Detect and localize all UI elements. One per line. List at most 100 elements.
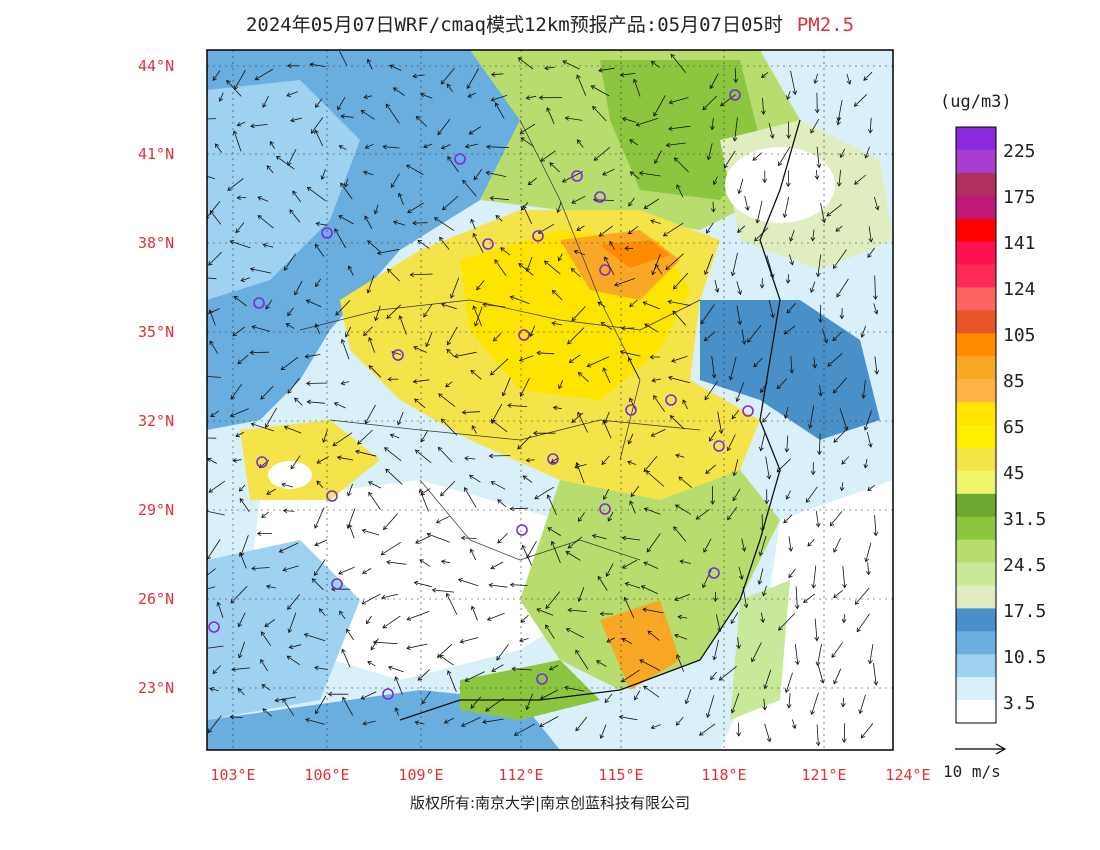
wind-arrow-head — [770, 313, 775, 319]
wind-arrow-head — [232, 457, 237, 463]
wind-arrow-head — [363, 331, 368, 337]
wind-arrow-head — [671, 358, 676, 363]
wind-arrow — [866, 432, 872, 448]
wind-arrow — [754, 227, 769, 242]
wind-arrow — [496, 644, 509, 661]
wind-arrow-head — [539, 695, 545, 700]
wind-arrow-head — [439, 654, 444, 660]
wind-arrow — [597, 301, 606, 308]
wind-arrow-head — [464, 143, 470, 149]
wind-arrow — [281, 356, 299, 371]
city-marker — [253, 297, 265, 309]
wind-arrow — [446, 593, 458, 615]
wind-arrow-head — [419, 559, 424, 564]
wind-arrow — [703, 538, 712, 553]
wind-arrow-head — [814, 109, 820, 114]
wind-arrow-head — [653, 395, 658, 400]
wind-arrow-head — [294, 397, 299, 403]
wind-arrow-head — [386, 559, 391, 565]
wind-arrow — [520, 137, 534, 147]
wind-arrow — [835, 225, 843, 232]
wind-arrow — [577, 412, 588, 433]
wind-arrow-head — [519, 129, 525, 134]
wind-arrow-head — [545, 624, 550, 630]
wind-arrow — [576, 462, 585, 484]
wind-arrow-head — [447, 670, 452, 675]
wind-arrow — [368, 492, 381, 510]
wind-arrow-head — [731, 414, 737, 420]
wind-arrow-head — [414, 398, 419, 403]
wind-arrow — [609, 241, 615, 250]
wind-arrow — [765, 456, 770, 479]
wind-arrow-head — [345, 332, 350, 338]
wind-arrow — [536, 608, 554, 616]
wind-arrow-head — [704, 395, 709, 401]
wind-arrow — [385, 468, 403, 485]
wind-arrow-head — [635, 122, 641, 127]
wind-arrow — [643, 198, 660, 209]
lat-label-44: 44°N — [138, 57, 175, 75]
wind-arrow-head — [469, 548, 475, 554]
wind-arrow-head — [762, 706, 768, 711]
wind-arrow-head — [623, 596, 629, 602]
wind-arrow — [410, 273, 433, 276]
city-marker — [665, 394, 677, 406]
wind-arrow — [317, 456, 329, 464]
wind-arrow — [778, 146, 791, 166]
wind-arrow — [382, 615, 401, 629]
city-marker — [518, 329, 530, 341]
wind-arrow-head — [464, 455, 469, 461]
wind-arrow — [348, 265, 354, 276]
wind-arrow-head — [873, 531, 879, 537]
lon-label-109: 109°E — [398, 766, 444, 784]
wind-arrow — [576, 74, 587, 96]
colorbar-swatch — [956, 700, 996, 724]
wind-arrow — [575, 716, 588, 732]
wind-arrow — [438, 393, 456, 407]
wind-arrow — [419, 559, 431, 567]
wind-arrow-head — [570, 267, 576, 273]
wind-arrow-head — [203, 575, 207, 579]
wind-arrow-head — [733, 78, 739, 84]
wind-arrow — [387, 268, 400, 282]
wind-arrow — [730, 611, 739, 624]
wind-arrow — [653, 395, 666, 412]
wind-arrow — [629, 139, 639, 146]
wind-arrow — [439, 236, 450, 250]
wind-arrow-head — [758, 551, 764, 557]
wind-arrow-head — [815, 661, 821, 667]
wind-arrow-head — [251, 325, 257, 330]
wind-arrow-head — [472, 305, 477, 311]
wind-arrow — [261, 511, 269, 518]
wind-arrow-head — [836, 117, 842, 122]
wind-arrow — [622, 638, 633, 645]
wind-arrow-head — [486, 616, 492, 621]
wind-arrow-head — [470, 605, 476, 611]
wind-arrow-head — [714, 288, 720, 293]
wind-arrow-head — [836, 120, 841, 126]
wind-arrow — [414, 398, 426, 409]
wind-arrow — [510, 296, 530, 304]
wind-arrow-head — [864, 557, 869, 563]
wind-arrow — [322, 429, 328, 443]
wind-arrow-head — [577, 411, 582, 417]
wind-arrow-head — [390, 183, 395, 188]
wind-arrow — [598, 67, 615, 72]
wind-arrow — [287, 307, 294, 316]
wind-arrow-head — [500, 247, 505, 252]
wind-arrow-head — [575, 461, 580, 467]
wind-arrow — [319, 608, 326, 616]
wind-arrow-head — [574, 464, 580, 469]
wind-arrow-head — [549, 162, 554, 167]
wind-arrow-head — [577, 517, 583, 522]
wind-arrow-head — [387, 268, 392, 274]
wind-arrow-head — [235, 432, 240, 438]
wind-arrow — [367, 661, 376, 667]
wind-arrow-head — [817, 450, 822, 456]
wind-arrow — [601, 455, 610, 465]
wind-arrow-head — [322, 438, 327, 443]
wind-arrow-head — [860, 733, 866, 739]
wind-arrow — [470, 696, 482, 709]
wind-arrow-head — [861, 394, 867, 399]
wind-arrow-head — [488, 582, 493, 588]
